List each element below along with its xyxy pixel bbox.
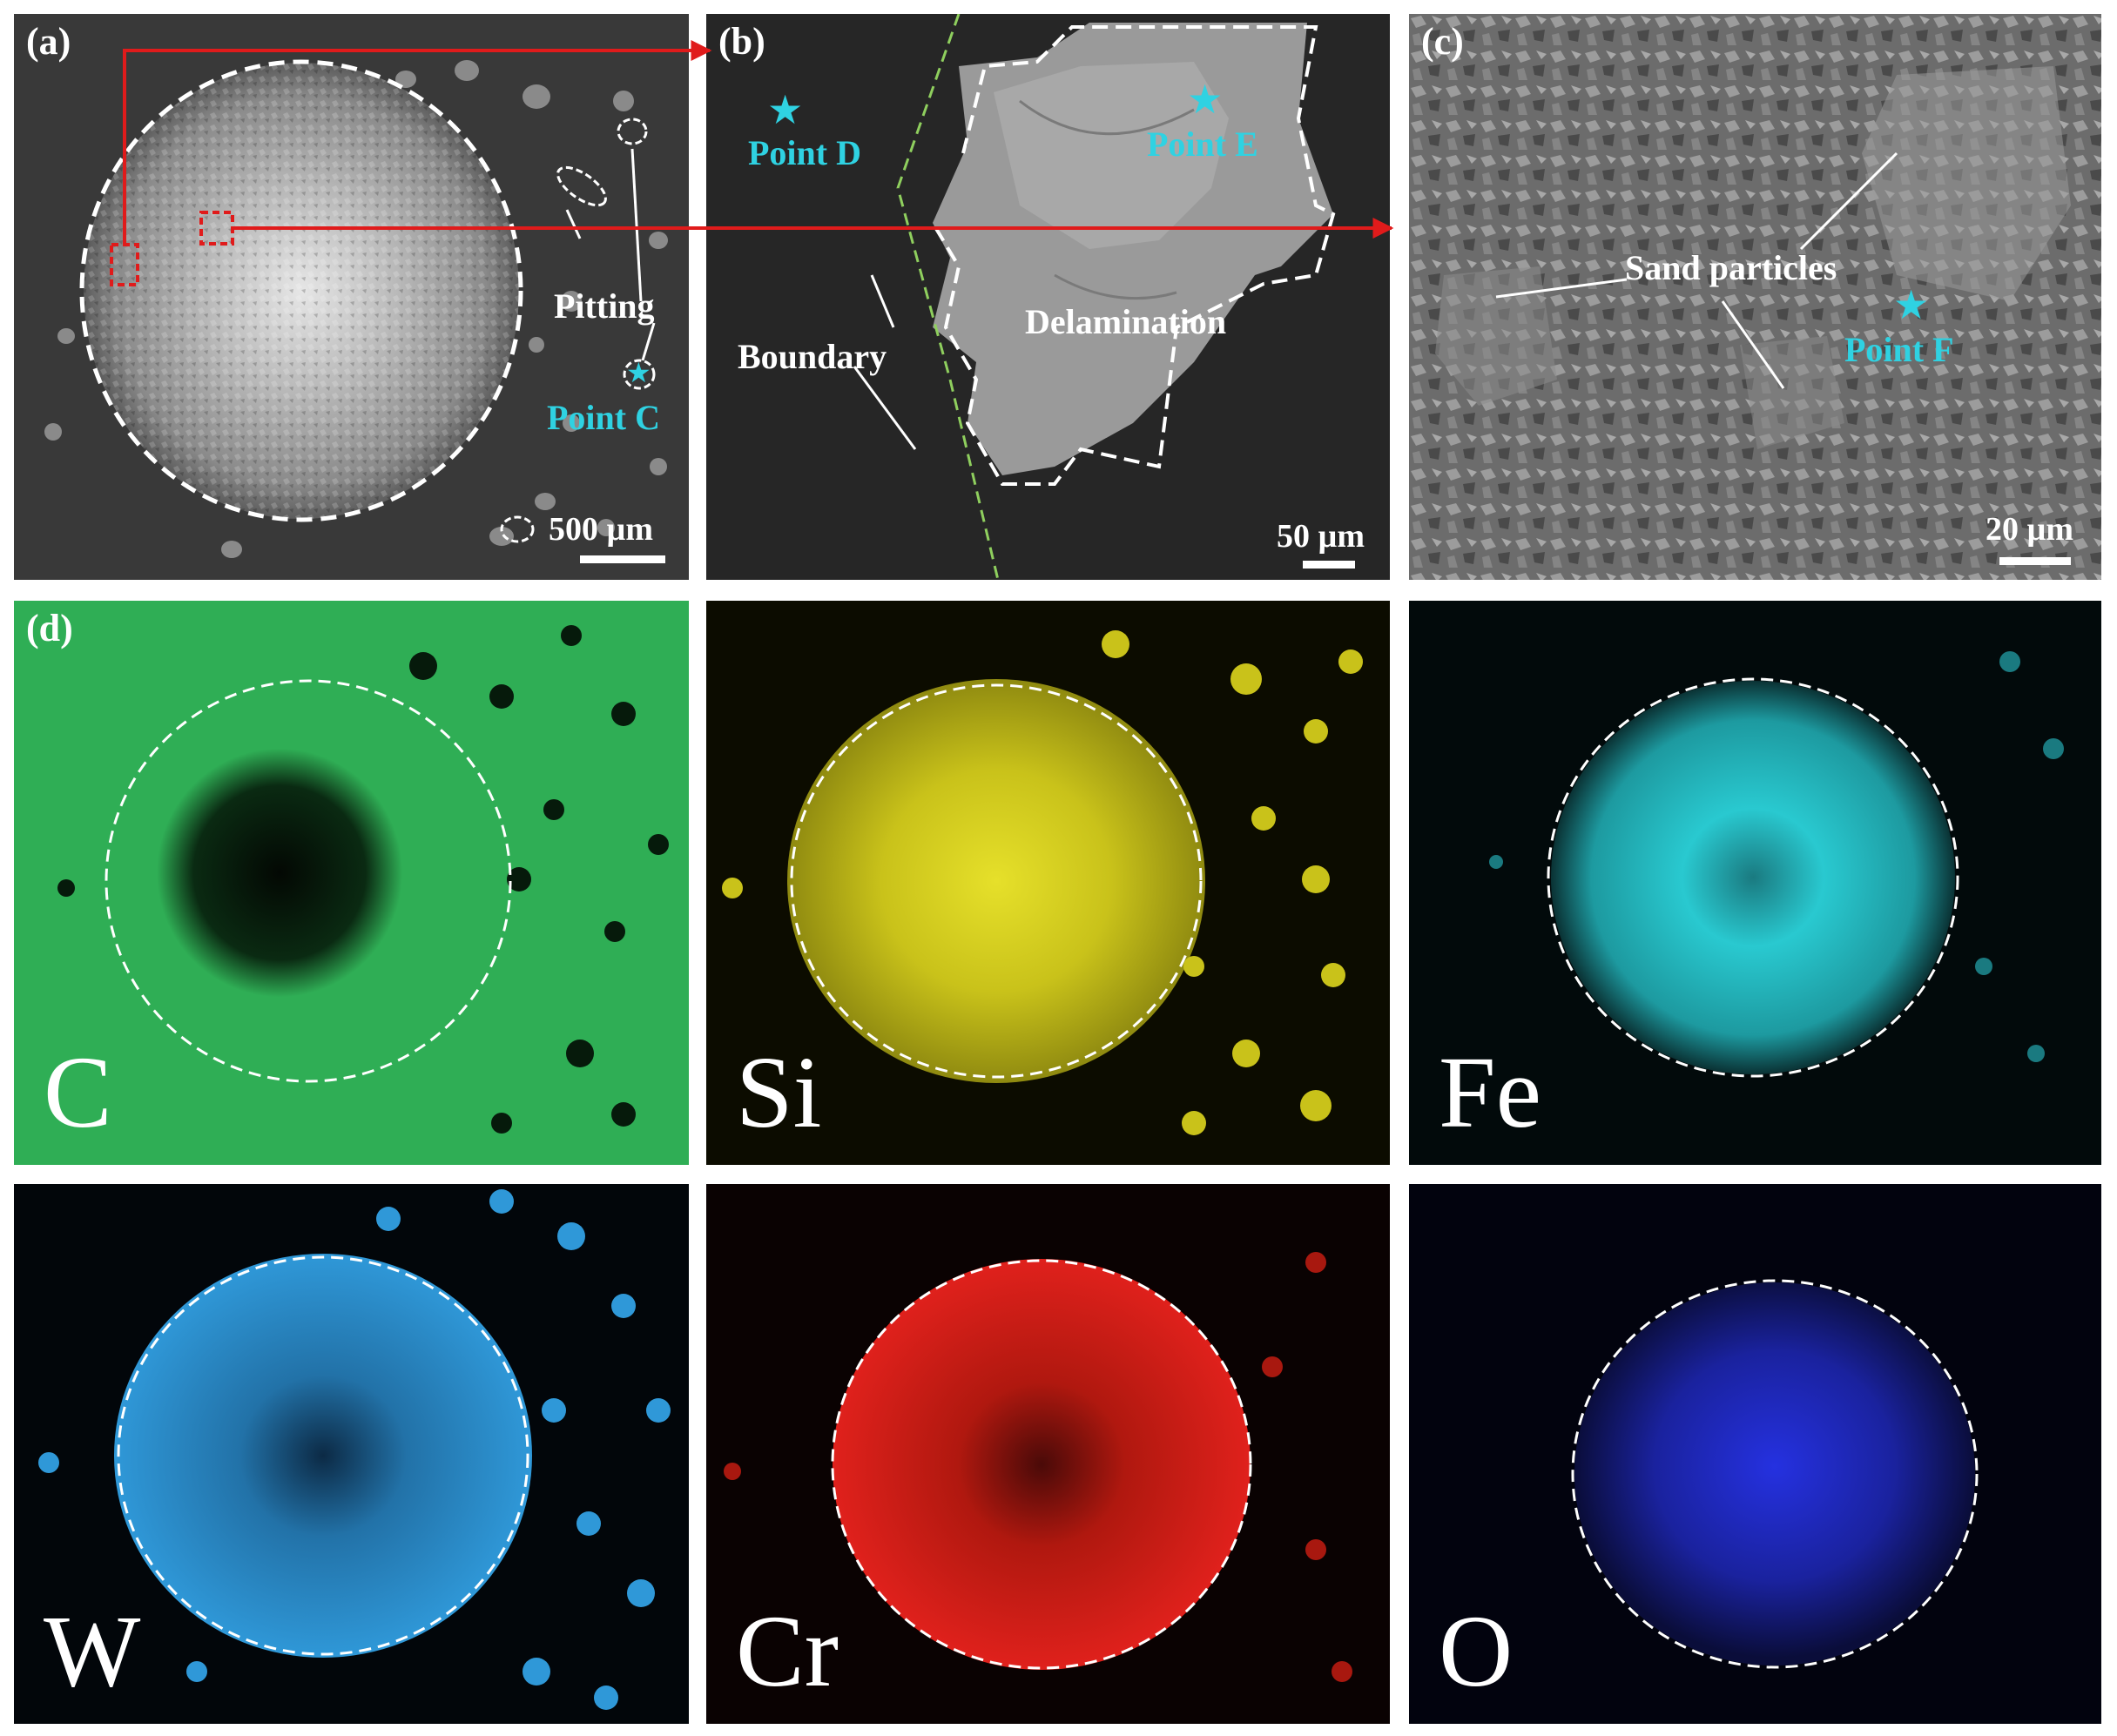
sem-image-c bbox=[1409, 14, 2101, 580]
point-d-star-icon: ★ bbox=[767, 88, 804, 132]
pitting-label: Pitting bbox=[554, 286, 655, 326]
eds-image-cr bbox=[706, 1184, 1390, 1724]
delamination-label: Delamination bbox=[1025, 302, 1227, 341]
eds-image-w bbox=[14, 1184, 689, 1724]
eds-map-o: O bbox=[1409, 1184, 2101, 1724]
sand-particle-1 bbox=[1862, 66, 2071, 301]
sand-particles-label: Sand particles bbox=[1625, 248, 1837, 287]
element-label-c: C bbox=[44, 1035, 112, 1149]
zoom-box-b bbox=[110, 243, 139, 286]
boundary-line bbox=[896, 14, 1000, 580]
scale-bar-b-label: 50 µm bbox=[1277, 518, 1365, 555]
point-e-label: Point E bbox=[1147, 124, 1258, 164]
point-f-star-icon: ★ bbox=[1893, 283, 1930, 327]
sand-particle-2 bbox=[1435, 266, 1557, 406]
point-e-star-icon: ★ bbox=[1187, 77, 1224, 122]
eds-image-si bbox=[706, 601, 1390, 1165]
scale-bar-a bbox=[580, 555, 665, 563]
eds-map-cr: Cr bbox=[706, 1184, 1390, 1724]
sem-panel-c: (c) Sand particles ★ Point F 20 µm bbox=[1409, 14, 2101, 580]
scale-bar-c bbox=[1999, 557, 2071, 565]
panel-b-label: (b) bbox=[718, 20, 765, 63]
scale-bar-b bbox=[1303, 561, 1355, 569]
point-d-label: Point D bbox=[748, 133, 861, 172]
panel-c-label: (c) bbox=[1421, 20, 1464, 63]
sem-image-b bbox=[706, 14, 1390, 580]
element-label-cr: Cr bbox=[736, 1594, 839, 1708]
eds-map-c: (d) C bbox=[14, 601, 689, 1165]
scale-ellipse bbox=[500, 515, 535, 543]
point-c-marker bbox=[623, 359, 656, 390]
element-label-si: Si bbox=[736, 1035, 822, 1149]
panel-a-label: (a) bbox=[26, 20, 71, 63]
delamination-outline bbox=[931, 25, 1336, 486]
scale-bar-a-label: 500 µm bbox=[549, 511, 654, 548]
eds-image-fe bbox=[1409, 601, 2101, 1165]
sem-panel-b: (b) ★ Point D ★ Point E Boundary Delamin… bbox=[706, 14, 1390, 580]
eds-map-fe: Fe bbox=[1409, 601, 2101, 1165]
eds-map-w: W bbox=[14, 1184, 689, 1724]
point-c-star-icon: ★ bbox=[626, 357, 651, 388]
boundary-label: Boundary bbox=[738, 337, 887, 376]
element-label-o: O bbox=[1439, 1594, 1514, 1708]
point-f-label: Point F bbox=[1844, 330, 1954, 369]
eds-image-o bbox=[1409, 1184, 2101, 1724]
sem-panel-a: (a) Pitting ★ Point C 500 µm bbox=[14, 14, 689, 580]
eds-image-c bbox=[14, 601, 689, 1165]
element-label-fe: Fe bbox=[1439, 1035, 1541, 1149]
point-c-label: Point C bbox=[547, 398, 660, 437]
panel-d-label: (d) bbox=[26, 607, 73, 649]
element-label-w: W bbox=[44, 1594, 141, 1708]
scale-bar-c-label: 20 µm bbox=[1986, 511, 2074, 548]
eds-map-si: Si bbox=[706, 601, 1390, 1165]
